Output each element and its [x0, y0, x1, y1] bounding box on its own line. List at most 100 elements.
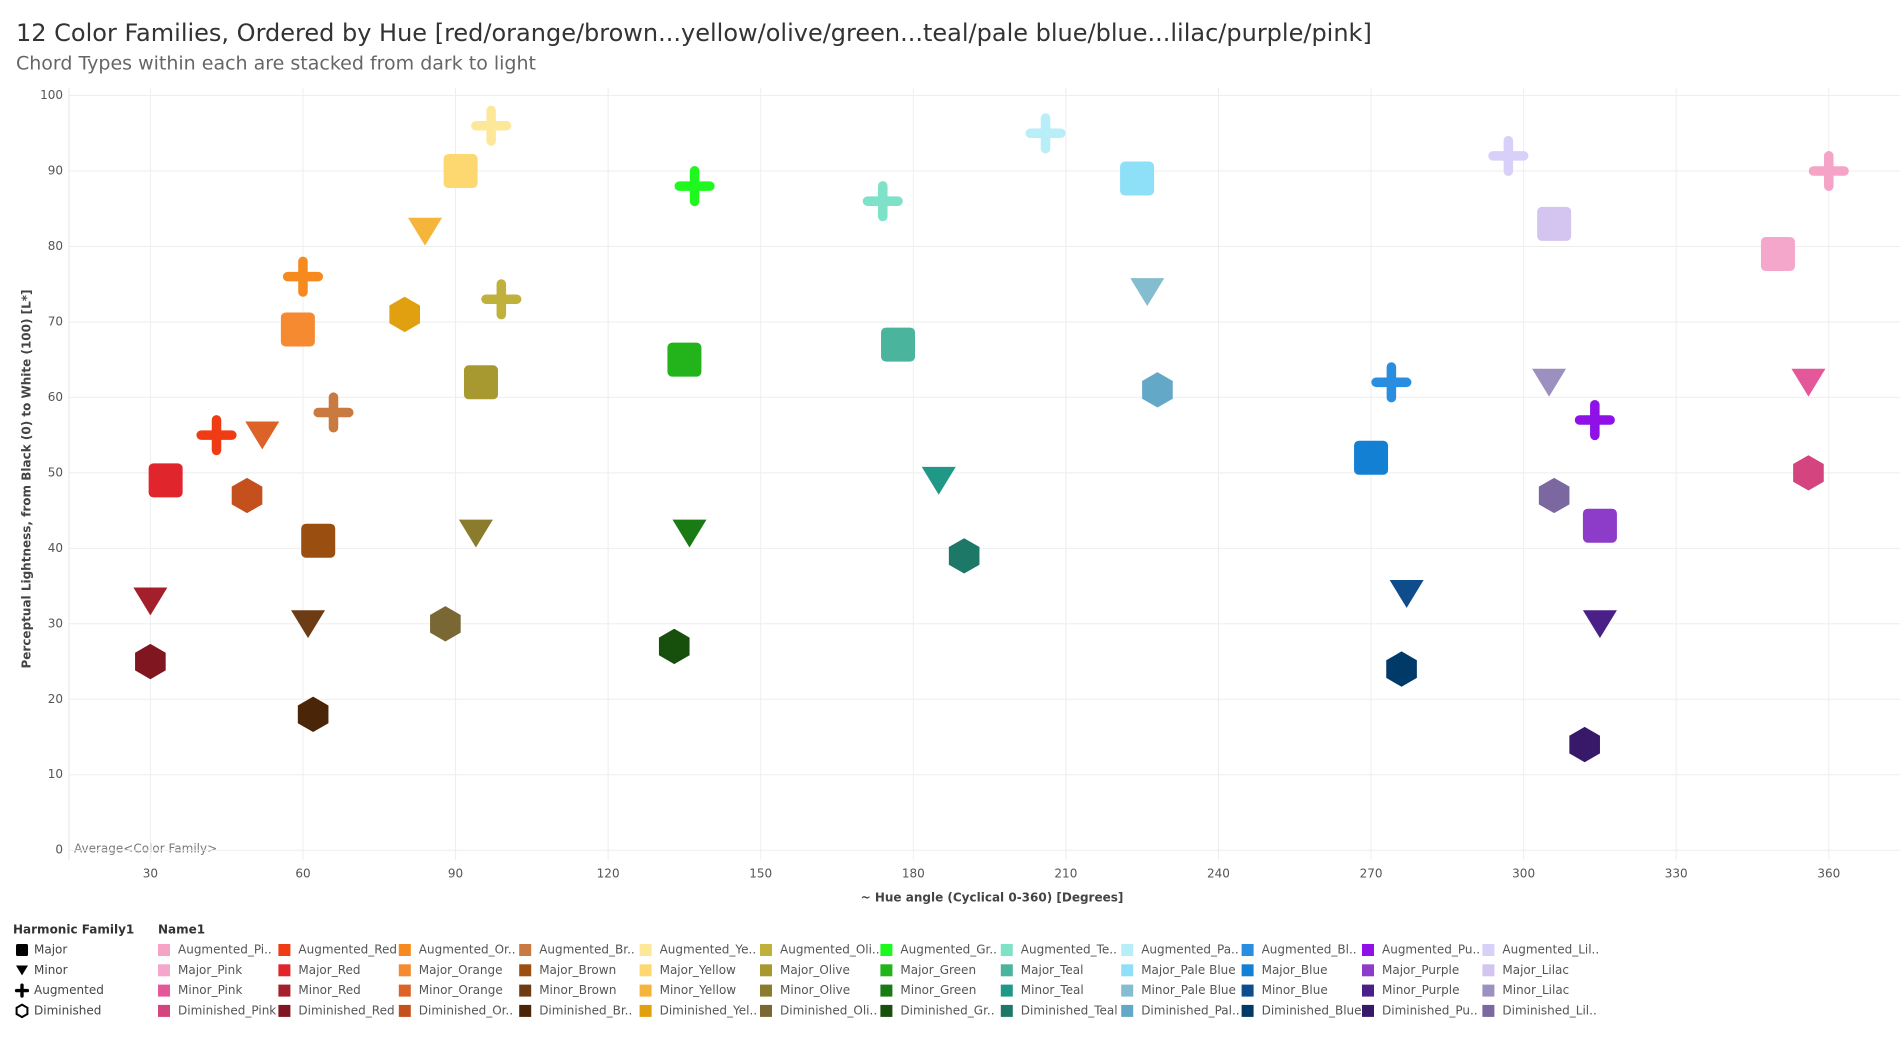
legend-swatch [880, 964, 893, 977]
legend-swatch [158, 964, 170, 977]
point [282, 256, 324, 297]
legend-swatch [639, 944, 652, 956]
legend-swatch [760, 944, 772, 956]
legend-swatch [398, 964, 411, 977]
y-tick-label: 60 [48, 390, 63, 404]
legend-label: Minor_Lilac [1502, 983, 1569, 997]
legend-title: Name1 [158, 923, 205, 937]
shape-legend-icon [16, 944, 28, 956]
chart-title: 12 Color Families, Ordered by Hue [red/o… [16, 19, 1372, 47]
legend-swatch [1482, 964, 1495, 977]
point [948, 538, 980, 574]
point [1582, 508, 1617, 543]
legend-label: Diminished_Lil.. [1502, 1003, 1596, 1017]
legend-swatch [880, 984, 893, 997]
point [443, 154, 478, 189]
legend-swatch [398, 1004, 411, 1017]
legend-swatch [1362, 984, 1374, 997]
shape-legend-icon [14, 983, 30, 998]
legend-swatch [278, 1004, 291, 1017]
legend-swatch [519, 984, 532, 997]
point [133, 587, 168, 616]
legend-swatch [1482, 984, 1495, 997]
x-tick-label: 30 [143, 867, 158, 881]
legend-label: Diminished_Blue [1262, 1003, 1362, 1017]
legend-swatch [519, 964, 532, 977]
legend-label: Major_Red [298, 963, 360, 977]
point [1371, 362, 1412, 403]
x-tick-label: 270 [1360, 867, 1383, 881]
x-tick-label: 240 [1207, 867, 1230, 881]
point [245, 421, 280, 450]
point [280, 312, 315, 347]
legend-label: Augmented_Lil.. [1502, 943, 1599, 957]
point [1537, 206, 1572, 241]
x-tick-label: 330 [1665, 867, 1688, 881]
legend-swatch [1241, 964, 1254, 977]
point [389, 296, 420, 333]
y-tick-label: 50 [48, 465, 63, 479]
point [1538, 477, 1570, 514]
legend-swatch [1121, 984, 1134, 997]
point [481, 279, 522, 320]
y-tick-label: 80 [48, 239, 63, 253]
legend-swatch [1482, 1004, 1495, 1017]
y-tick-label: 10 [48, 767, 63, 781]
legend-label: Augmented_Or.. [419, 943, 516, 957]
legend-swatch [158, 1004, 170, 1017]
legend-label: Augmented_Pa.. [1141, 943, 1239, 957]
legend-swatch [639, 984, 652, 997]
point [301, 523, 336, 558]
point [674, 166, 715, 207]
legend-label: Augmented_Red [298, 943, 397, 957]
legend-swatch [1121, 944, 1134, 956]
point [1025, 113, 1066, 154]
point [667, 342, 702, 377]
legend-label: Diminished_Br.. [539, 1003, 632, 1017]
x-tick-label: 300 [1512, 867, 1535, 881]
y-tick-label: 70 [48, 314, 63, 328]
y-axis-label: Perceptual Lightness, from Black (0) to … [20, 289, 34, 668]
shape-legend-label: Minor [34, 963, 68, 977]
x-tick-label: 180 [902, 867, 925, 881]
legend-label: Minor_Brown [539, 983, 616, 997]
legend-label: Major_Teal [1021, 963, 1084, 977]
legend-label: Diminished_Pu.. [1382, 1003, 1478, 1017]
legend-label: Major_Lilac [1502, 963, 1569, 977]
point [135, 643, 166, 680]
legend-swatch [1000, 1004, 1013, 1017]
legend-label: Minor_Red [298, 983, 360, 997]
legend-swatch [398, 984, 411, 997]
shape-legend-icon [16, 965, 28, 976]
point [1791, 368, 1826, 397]
legend-label: Major_Pale Blue [1141, 963, 1235, 977]
legend-swatch [1000, 944, 1013, 956]
y-tick-label: 20 [48, 692, 63, 706]
point [1142, 372, 1173, 408]
point [921, 466, 956, 495]
legend-swatch [278, 944, 291, 956]
point [1532, 368, 1567, 397]
annotation: Average<Color Family> [74, 842, 217, 856]
legend-label: Major_Brown [539, 963, 616, 977]
legend-label: Diminished_Oli.. [780, 1003, 877, 1017]
legend-label: Augmented_Pi.. [178, 943, 272, 957]
legend-swatch [1362, 964, 1374, 977]
legend-swatch [158, 984, 170, 997]
point [1582, 610, 1617, 639]
legend-label: Augmented_Te.. [1021, 943, 1117, 957]
legend-swatch [519, 1004, 532, 1017]
legend-swatch [880, 1004, 893, 1017]
legend-label: Minor_Green [900, 983, 976, 997]
x-tick-label: 210 [1054, 867, 1077, 881]
point [1130, 278, 1165, 307]
legend-label: Major_Blue [1262, 963, 1328, 977]
point [148, 463, 183, 498]
legend-label: Minor_Orange [419, 983, 503, 997]
legend-label: Minor_Yellow [660, 983, 737, 997]
point [672, 519, 707, 548]
legend-swatch [1362, 944, 1374, 956]
shape-legend-title: Harmonic Family1 [13, 923, 134, 937]
y-tick-label: 0 [55, 843, 63, 857]
legend-swatch [1000, 984, 1013, 997]
